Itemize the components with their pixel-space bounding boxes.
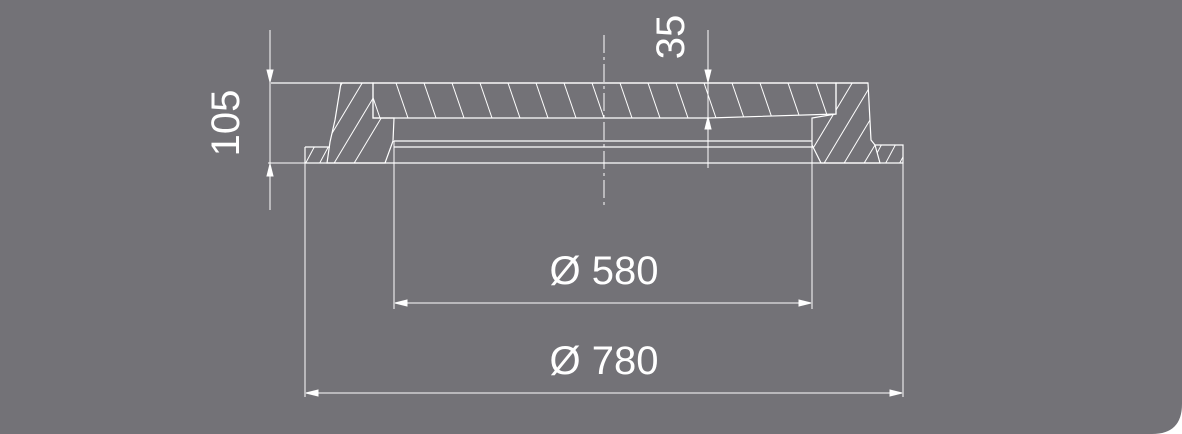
hatch-line xyxy=(395,83,409,118)
inner-right-arrow xyxy=(798,299,812,307)
left-flange-hatching xyxy=(305,147,330,163)
outer-diameter-label: Ø 780 xyxy=(550,339,659,383)
hatch-line xyxy=(703,83,717,118)
hatch-line xyxy=(591,83,605,118)
left-frame-outline xyxy=(326,82,395,164)
hatch-line xyxy=(451,83,465,118)
hatch-line xyxy=(479,83,493,118)
hatch-line xyxy=(535,83,549,118)
hatch-line xyxy=(731,83,745,118)
hatch-line xyxy=(349,83,394,163)
lid-bottom-arrow xyxy=(704,116,712,130)
hatch-line xyxy=(759,83,773,118)
hatch-line xyxy=(563,83,577,118)
hatch-line xyxy=(787,83,801,118)
lid-thickness-label: 35 xyxy=(649,15,693,60)
hatch-line xyxy=(881,145,899,163)
hatch-line xyxy=(815,83,829,118)
hatch-line xyxy=(647,83,661,118)
hatch-line xyxy=(619,83,633,118)
hatch-line xyxy=(315,147,330,163)
hatch-line xyxy=(327,83,371,163)
outer-right-arrow xyxy=(889,389,903,397)
lid-top-arrow xyxy=(704,69,712,83)
hatch-line xyxy=(423,83,437,118)
height-bottom-arrow xyxy=(266,163,274,177)
hatch-line xyxy=(507,83,521,118)
hatch-line xyxy=(305,147,319,163)
outer-left-arrow xyxy=(305,389,319,397)
hatch-line xyxy=(373,83,381,118)
height-top-arrow xyxy=(266,69,274,83)
lid-hatching xyxy=(373,83,829,118)
inner-left-arrow xyxy=(394,299,408,307)
height-label: 105 xyxy=(204,90,248,157)
hatch-line xyxy=(859,83,880,163)
hatch-line xyxy=(812,83,861,163)
inner-diameter-label: Ø 580 xyxy=(550,249,659,293)
hatch-line xyxy=(675,83,689,118)
